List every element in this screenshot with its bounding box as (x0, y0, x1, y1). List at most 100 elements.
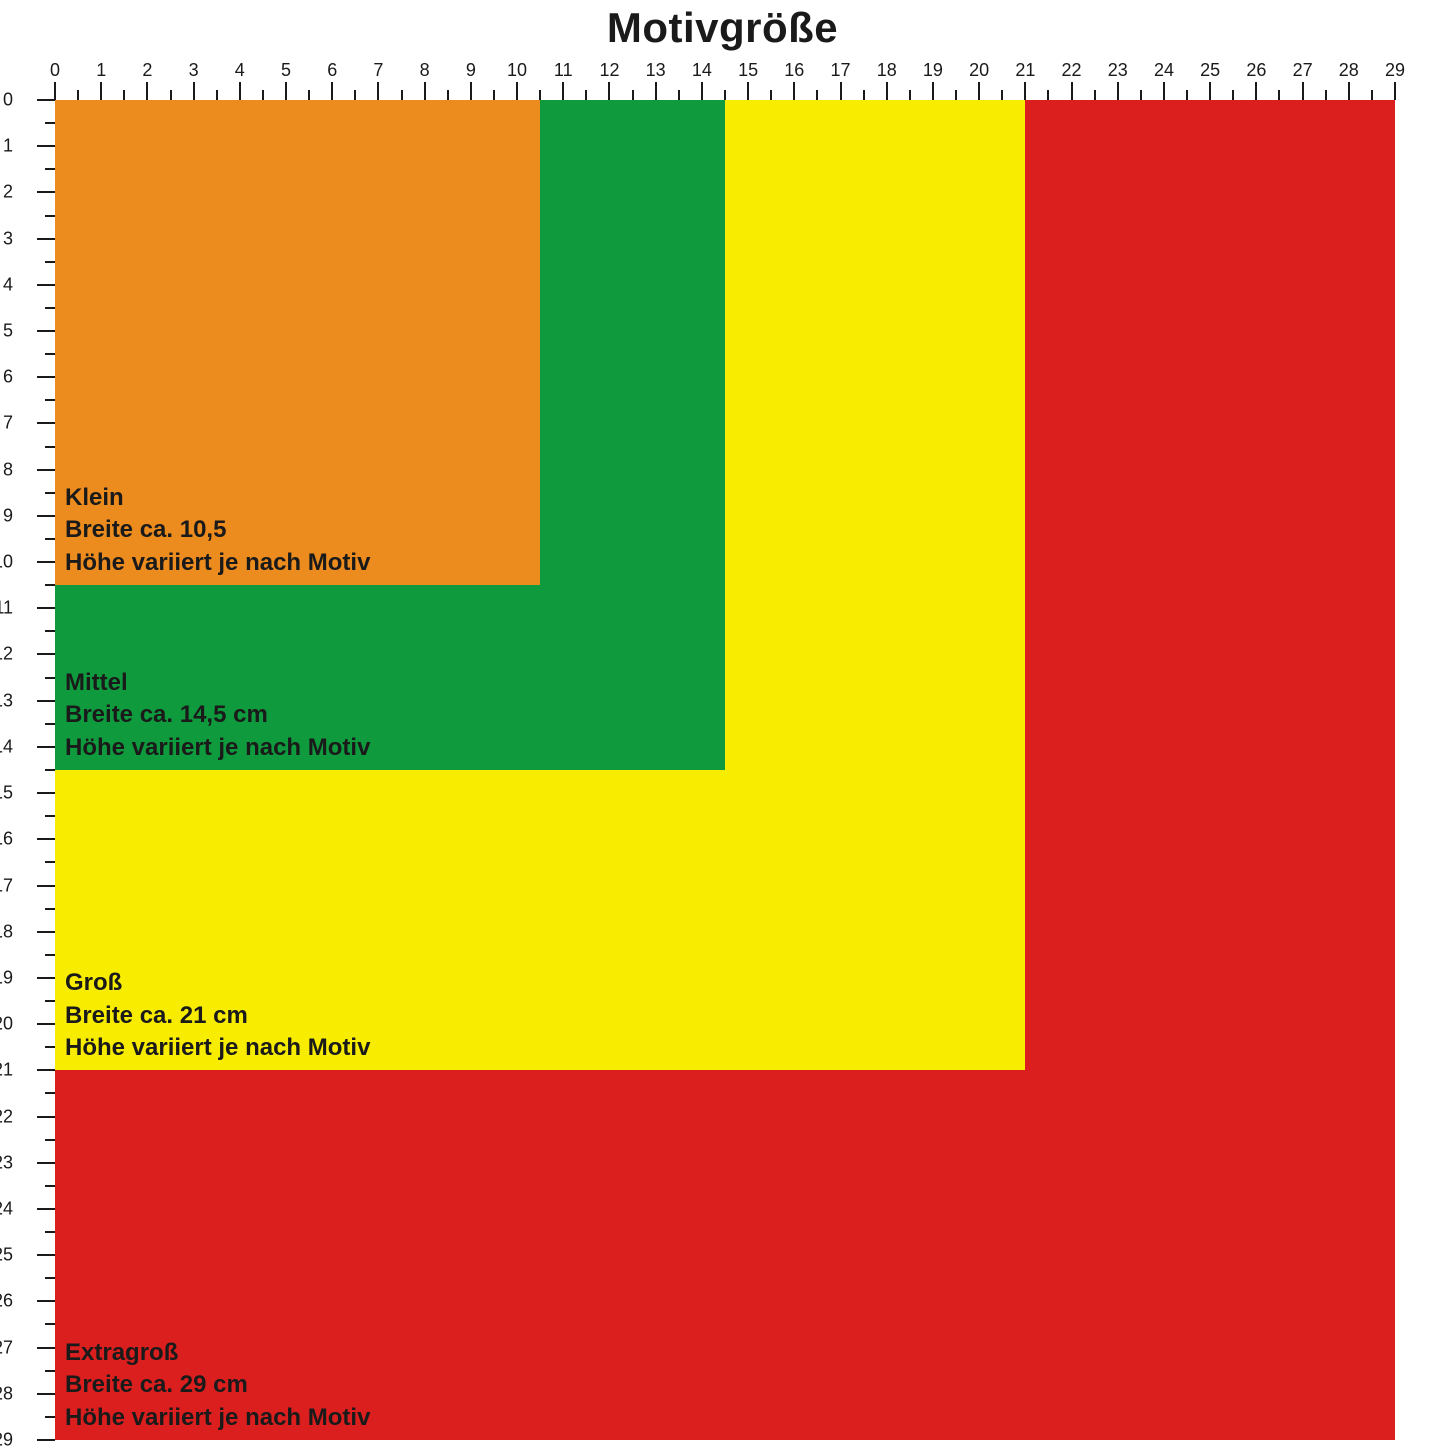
ruler-left-tick-major (37, 792, 55, 794)
ruler-left-tick-minor (45, 122, 55, 124)
ruler-top-tick-major (516, 82, 518, 100)
ruler-top-number: 7 (373, 60, 383, 81)
ruler-left-tick-major (37, 838, 55, 840)
ruler-top-tick-minor (77, 90, 79, 100)
size-label-line: Höhe variiert je nach Motiv (65, 732, 370, 764)
ruler-left-tick-minor (45, 1046, 55, 1048)
ruler-top-tick-major (608, 82, 610, 100)
ruler-top-number: 17 (831, 60, 851, 81)
ruler-left-tick-minor (45, 1231, 55, 1233)
ruler-left-tick-minor (45, 1139, 55, 1141)
ruler-left-number: 7 (0, 413, 13, 434)
size-box-klein: KleinBreite ca. 10,5Höhe variiert je nac… (55, 100, 540, 585)
ruler-left-tick-major (37, 1254, 55, 1256)
ruler-top-tick-major (424, 82, 426, 100)
ruler-left-tick-minor (45, 215, 55, 217)
ruler-top-number: 1 (96, 60, 106, 81)
ruler-left-tick-major (37, 1439, 55, 1441)
ruler-top-tick-minor (1232, 90, 1234, 100)
ruler-left-tick-minor (45, 723, 55, 725)
ruler-top-tick-major (1348, 82, 1350, 100)
ruler-left-tick-major (37, 746, 55, 748)
ruler-top-tick-minor (909, 90, 911, 100)
ruler-top-tick-minor (1371, 90, 1373, 100)
ruler-top-tick-major (146, 82, 148, 100)
ruler-top-tick-major (100, 82, 102, 100)
ruler-left-number: 2 (0, 182, 13, 203)
ruler-left-tick-major (37, 977, 55, 979)
size-label-line: Mittel (65, 667, 370, 699)
ruler-left-tick-major (37, 376, 55, 378)
page-title: Motivgröße (0, 4, 1445, 52)
ruler-left-tick-minor (45, 769, 55, 771)
ruler-left-number: 10 (0, 552, 13, 573)
ruler-top-number: 21 (1015, 60, 1035, 81)
ruler-left-tick-minor (45, 584, 55, 586)
ruler-top-tick-minor (1140, 90, 1142, 100)
ruler-top-number: 5 (281, 60, 291, 81)
ruler-top-number: 3 (189, 60, 199, 81)
ruler-top-tick-minor (308, 90, 310, 100)
ruler-top-tick-minor (216, 90, 218, 100)
ruler-top-number: 8 (420, 60, 430, 81)
size-label-line: Groß (65, 967, 370, 999)
size-label-line: Höhe variiert je nach Motiv (65, 547, 370, 579)
ruler-left-tick-major (37, 1069, 55, 1071)
ruler-top-tick-minor (863, 90, 865, 100)
ruler-top-tick-major (331, 82, 333, 100)
ruler-top-tick-minor (1278, 90, 1280, 100)
ruler-top-tick-major (1394, 82, 1396, 100)
ruler-top-number: 2 (142, 60, 152, 81)
ruler-left-number: 22 (0, 1106, 13, 1127)
ruler-top-tick-major (470, 82, 472, 100)
ruler-left-tick-major (37, 700, 55, 702)
ruler-top-tick-major (1163, 82, 1165, 100)
ruler-left-tick-minor (45, 538, 55, 540)
ruler-left-tick-major (37, 330, 55, 332)
ruler-left-tick-major (37, 931, 55, 933)
ruler-left-number: 28 (0, 1383, 13, 1404)
ruler-top-tick-major (1071, 82, 1073, 100)
ruler-top-tick-minor (724, 90, 726, 100)
ruler-top-tick-major (840, 82, 842, 100)
ruler-top-number: 0 (50, 60, 60, 81)
ruler-left-number: 6 (0, 367, 13, 388)
ruler-left-tick-minor (45, 446, 55, 448)
ruler-top-number: 4 (235, 60, 245, 81)
ruler-top-tick-major (1117, 82, 1119, 100)
ruler-left-tick-minor (45, 1185, 55, 1187)
ruler-left-tick-minor (45, 307, 55, 309)
ruler-top-tick-major (1209, 82, 1211, 100)
ruler-top-number: 13 (646, 60, 666, 81)
size-label-line: Breite ca. 10,5 (65, 514, 370, 546)
ruler-top-tick-minor (262, 90, 264, 100)
ruler-left-number: 19 (0, 967, 13, 988)
size-chart: ExtragroßBreite ca. 29 cmHöhe variiert j… (55, 100, 1395, 1440)
ruler-top-tick-major (978, 82, 980, 100)
ruler-top-tick-major (932, 82, 934, 100)
ruler-left-number: 25 (0, 1245, 13, 1266)
size-label-line: Höhe variiert je nach Motiv (65, 1402, 370, 1434)
ruler-top-tick-major (239, 82, 241, 100)
ruler-left-tick-minor (45, 399, 55, 401)
ruler-top-number: 18 (877, 60, 897, 81)
ruler-top-tick-minor (1047, 90, 1049, 100)
ruler-top-tick-minor (1325, 90, 1327, 100)
ruler-top-tick-major (1024, 82, 1026, 100)
ruler-left-tick-major (37, 1347, 55, 1349)
ruler-top-number: 10 (507, 60, 527, 81)
ruler-left-tick-major (37, 422, 55, 424)
size-label-line: Breite ca. 29 cm (65, 1369, 370, 1401)
ruler-left-number: 21 (0, 1060, 13, 1081)
ruler-top: 0123456789101112131415161718192021222324… (55, 60, 1395, 100)
ruler-left-tick-major (37, 607, 55, 609)
ruler-left-tick-minor (45, 261, 55, 263)
ruler-left-tick-major (37, 1023, 55, 1025)
ruler-top-tick-major (285, 82, 287, 100)
ruler-left-tick-major (37, 238, 55, 240)
ruler-top-tick-minor (1001, 90, 1003, 100)
ruler-top-tick-major (793, 82, 795, 100)
ruler-top-tick-major (193, 82, 195, 100)
size-label-groß: GroßBreite ca. 21 cmHöhe variiert je nac… (65, 967, 370, 1064)
ruler-top-tick-major (54, 82, 56, 100)
